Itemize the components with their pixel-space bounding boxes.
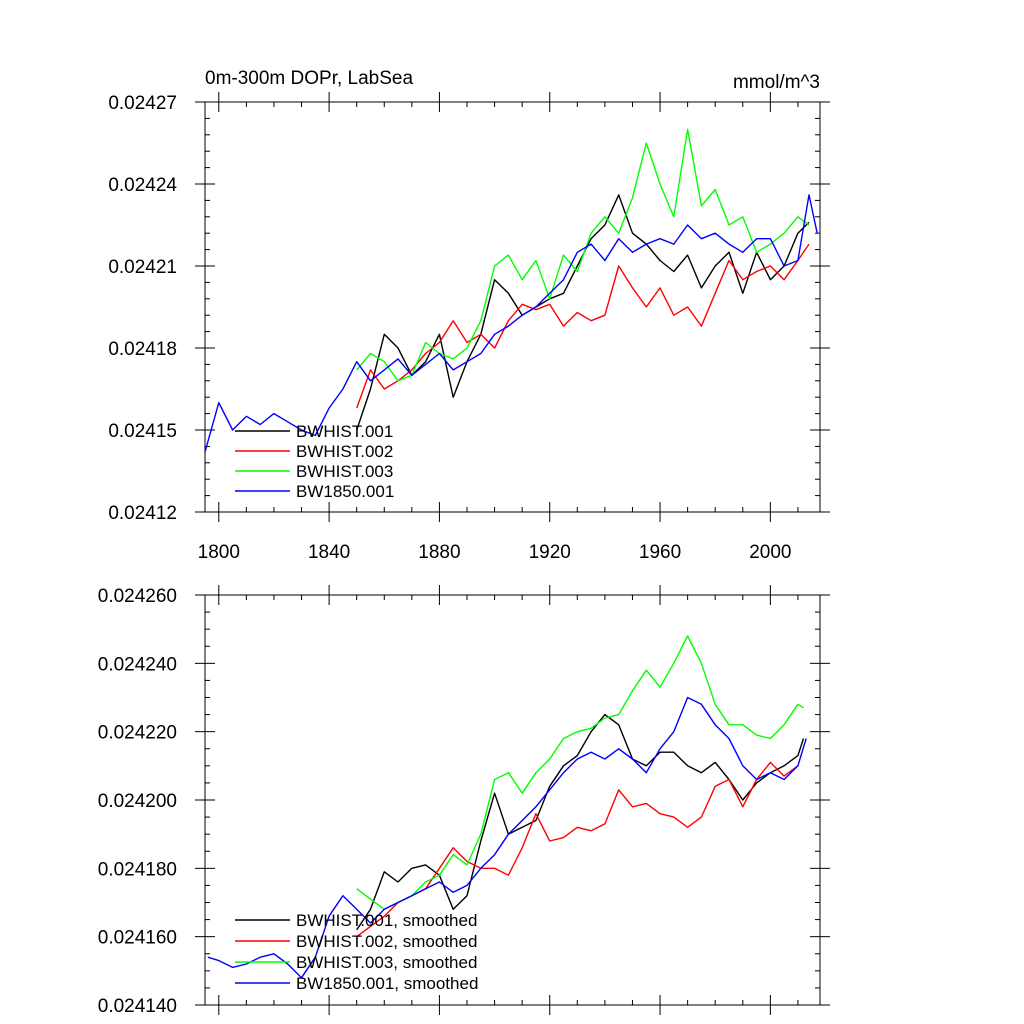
legend-label-bw1850-001: BW1850.001	[296, 482, 394, 501]
top-x-tick-label: 1840	[308, 542, 350, 563]
top-y-tick-label: 0.02415	[108, 421, 177, 442]
bottom-series-bwhist-002-smoothed	[356, 761, 799, 938]
top-legend: BWHIST.001 BWHIST.002 BWHIST.003 BW1850.…	[235, 422, 394, 501]
top-panel-units: mmol/m^3	[733, 72, 820, 93]
top-series-bw1850-001	[204, 194, 818, 453]
top-series-bwhist-003	[356, 128, 810, 382]
top-x-tick-label: 1880	[418, 542, 460, 563]
bottom-series-bwhist-003-smoothed	[356, 635, 804, 910]
bottom-y-tick-label: 0.024200	[98, 791, 177, 812]
top-x-tick-label: 1800	[198, 542, 240, 563]
legend-label-bwhist-001-smoothed: BWHIST.001, smoothed	[296, 911, 477, 930]
top-series-bwhist-001	[356, 194, 810, 431]
legend-label-bw1850-001-smoothed: BW1850.001, smoothed	[296, 974, 478, 993]
bottom-data-lines	[207, 635, 807, 979]
legend-label-bwhist-003: BWHIST.003	[296, 462, 393, 481]
legend-label-bwhist-002: BWHIST.002	[296, 442, 393, 461]
top-y-tick-label: 0.02421	[108, 257, 177, 278]
top-panel: 0m-300m DOPr, LabSea mmol/m^3 1800 1840 18…	[108, 68, 830, 563]
top-y-tick-label: 0.02424	[108, 175, 177, 196]
top-y-tick-label: 0.02412	[108, 503, 177, 524]
top-axes: 1800 1840 1880 1920 1960 2000 0.02412 0.02415 0.…	[108, 92, 830, 563]
bottom-y-tick-label: 0.024140	[98, 996, 177, 1017]
bottom-plot-frame	[204, 594, 821, 1006]
bottom-series-bwhist-001-smoothed	[356, 713, 805, 931]
top-x-tick-label: 1960	[639, 542, 681, 563]
bottom-y-tick-label: 0.024180	[98, 859, 177, 880]
bottom-y-tick-label: 0.024260	[98, 586, 177, 607]
bottom-y-tick-label: 0.024240	[98, 654, 177, 675]
legend-label-bwhist-002-smoothed: BWHIST.002, smoothed	[296, 932, 477, 951]
top-panel-title: 0m-300m DOPr, LabSea	[205, 68, 413, 89]
top-data-lines	[204, 128, 818, 453]
top-plot-frame	[204, 101, 821, 513]
legend-label-bwhist-001: BWHIST.001	[296, 422, 393, 441]
top-y-tick-label: 0.02427	[108, 93, 177, 114]
bottom-panel: 0.024140 0.024160 0.024180 0.024200 0.024220…	[98, 585, 830, 1017]
bottom-series-bw1850-001-smoothed	[207, 696, 807, 979]
top-series-bwhist-002	[356, 243, 810, 409]
bottom-y-tick-label: 0.024220	[98, 723, 177, 744]
legend-label-bwhist-003-smoothed: BWHIST.003, smoothed	[296, 953, 477, 972]
top-x-tick-label: 2000	[749, 542, 791, 563]
bottom-y-tick-label: 0.024160	[98, 928, 177, 949]
top-y-tick-label: 0.02418	[108, 339, 177, 360]
top-x-tick-label: 1920	[529, 542, 571, 563]
bottom-legend: BWHIST.001, smoothed BWHIST.002, smoothe…	[235, 911, 478, 993]
